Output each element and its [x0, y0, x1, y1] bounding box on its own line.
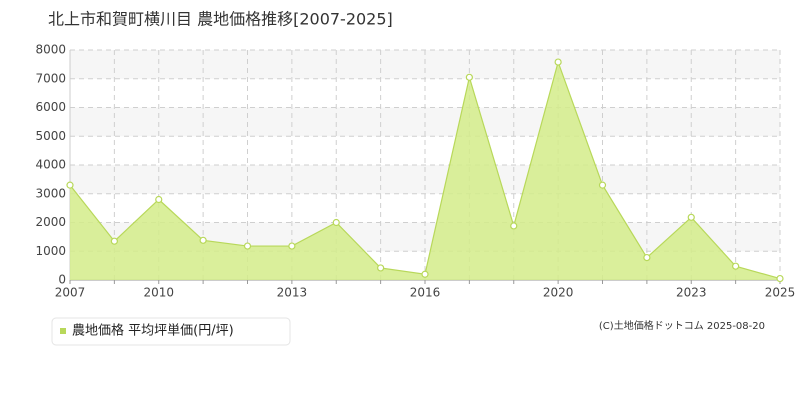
y-tick-label: 2000	[35, 215, 66, 229]
point	[332, 218, 340, 227]
point	[110, 237, 118, 245]
x-tick-label: 2013	[277, 286, 308, 300]
point	[687, 213, 695, 221]
y-tick-label: 5000	[35, 129, 66, 143]
point	[288, 242, 296, 250]
x-tick-label: 2016	[410, 286, 441, 300]
point	[776, 274, 784, 283]
point	[510, 222, 518, 230]
source: (C)土地価格ドットコム 2025-08-20	[599, 319, 765, 332]
point	[598, 181, 607, 189]
legend-swatch	[60, 328, 66, 334]
x-tick-label: 2007	[55, 286, 86, 300]
y-tick-label: 7000	[35, 71, 66, 85]
point	[643, 253, 651, 262]
x-tick-label: 2023	[676, 286, 707, 300]
point	[66, 181, 74, 189]
point	[243, 242, 252, 250]
y-tick-label: 8000	[35, 43, 66, 57]
y-tick-label: 4000	[35, 158, 66, 172]
area	[70, 62, 780, 281]
legend-label: 農地価格 平均坪単価(円/坪)	[72, 323, 234, 339]
x-tick-label: 2010	[143, 286, 174, 300]
point	[377, 264, 385, 272]
point	[465, 73, 473, 81]
x-tick-label: 2025	[765, 286, 796, 300]
y-tick-label: 1000	[35, 244, 66, 258]
chart-title: 北上市和賀町横川目 農地価格推移[2007-2025]	[48, 10, 393, 29]
point	[732, 262, 740, 270]
point	[421, 270, 429, 278]
y-tick-label: 6000	[35, 100, 66, 114]
y-tick-label: 0	[58, 273, 66, 287]
x-tick-label: 2020	[543, 286, 574, 300]
point	[155, 195, 163, 204]
y-tick-label: 3000	[35, 186, 66, 200]
point	[554, 58, 562, 66]
point	[199, 236, 207, 244]
legend-box	[51, 317, 291, 346]
